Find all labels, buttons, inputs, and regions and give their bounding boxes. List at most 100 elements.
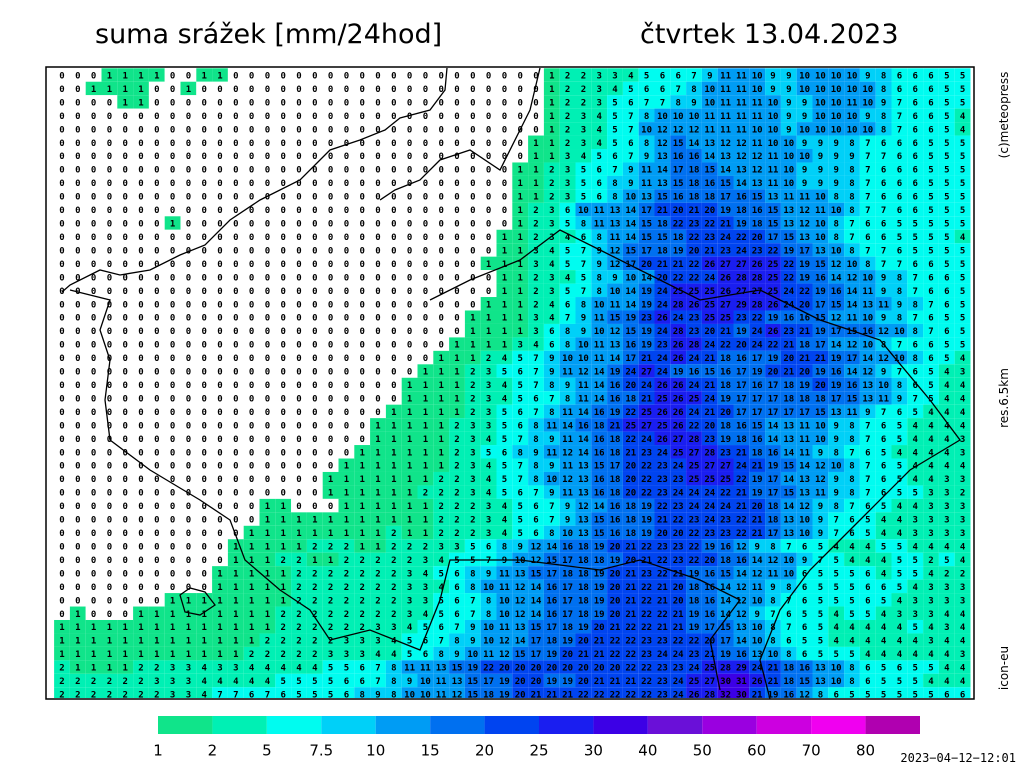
precip-value: 0 [312,475,317,485]
precip-value: 0 [359,125,364,135]
precip-cell [654,175,671,190]
precip-value: 3 [549,220,554,230]
precip-value: 9 [818,529,823,539]
precip-value: 0 [170,569,175,579]
precip-value: 0 [122,489,127,499]
precip-value: 0 [217,233,222,243]
precip-value: 0 [233,341,238,351]
precip-value: 0 [344,314,349,324]
precip-value: 2 [375,569,380,579]
precip-value: 0 [312,193,317,203]
precip-cell [828,95,845,109]
precip-value: 0 [423,98,428,108]
precip-value: 9 [849,152,854,162]
precip-value: 0 [59,569,64,579]
precip-value: 4 [944,394,950,404]
precip-value: 19 [752,475,763,485]
precip-value: 3 [423,556,428,566]
precip-value: 3 [944,516,949,526]
precip-value: 3 [960,448,965,458]
precip-value: 22 [689,556,700,566]
precip-cell [322,202,339,217]
precip-value: 22 [689,233,700,243]
precip-value: 0 [107,462,112,472]
precip-value: 0 [375,287,380,297]
precip-value: 12 [831,260,842,270]
precip-value: 7 [533,354,538,364]
precip-value: 0 [233,152,238,162]
precip-value: 17 [736,394,747,404]
precip-value: 3 [565,152,570,162]
precip-value: 25 [689,475,700,485]
precip-value: 5 [565,220,570,230]
precip-value: 1 [375,529,380,539]
precip-cell [212,189,228,203]
precip-cell [923,95,939,109]
precip-value: 11 [878,300,889,310]
precip-value: 14 [625,206,636,216]
precip-cell [638,108,655,123]
precip-value: 0 [233,448,238,458]
precip-cell [464,243,481,257]
precip-value: 0 [249,220,254,230]
precip-value: 11 [578,381,589,391]
precip-cell [243,81,260,96]
precip-value: 17 [815,300,826,310]
precip-cell [464,108,481,123]
precip-value: 8 [833,502,838,512]
precip-value: 0 [359,193,364,203]
precip-value: 0 [359,72,364,82]
precip-value: 0 [375,152,380,162]
precip-cell [654,189,671,203]
precip-cell [54,202,70,217]
precip-value: 0 [359,206,364,216]
precip-value: 0 [375,220,380,230]
precip-cell [370,216,386,230]
precip-cell [480,229,497,244]
precip-value: 12 [736,583,747,593]
precip-value: 23 [689,516,700,526]
precip-value: 2 [533,220,538,230]
precip-cell [954,175,971,190]
precip-value: 14 [831,341,842,351]
precip-value: 0 [170,112,175,122]
precip-cell [591,175,608,190]
precip-value: 0 [217,246,222,256]
precip-cell [164,216,181,230]
precip-value: 0 [517,98,522,108]
precip-value: 0 [407,220,412,230]
precip-value: 0 [249,112,254,122]
precip-cell [591,202,608,217]
precip-value: 7 [912,314,917,324]
precip-value: 0 [154,368,159,378]
precip-value: 19 [752,489,763,499]
precip-cell [196,229,213,244]
precip-value: 0 [344,354,349,364]
precip-value: 0 [328,179,333,189]
precip-value: 23 [657,475,668,485]
precip-value: 0 [249,368,254,378]
precip-cell [306,95,323,109]
precip-value: 8 [912,300,917,310]
precip-cell [354,162,371,176]
precip-cell [227,189,244,203]
precip-cell [591,229,608,244]
precip-value: 0 [186,260,191,270]
precip-value: 0 [201,206,206,216]
precip-value: 7 [533,408,538,418]
precip-value: 1 [265,529,270,539]
precip-cell [291,135,307,150]
precip-cell [622,243,639,257]
precip-value: 19 [815,287,826,297]
precip-value: 5 [944,85,949,95]
precip-value: 11 [641,166,652,176]
precip-value: 0 [312,381,317,391]
precip-value: 0 [312,314,317,324]
precip-value: 12 [831,314,842,324]
precip-cell [765,229,781,244]
precip-cell [701,216,718,230]
precip-cell [938,122,955,136]
precip-value: 1 [107,85,112,95]
precip-value: 10 [625,193,636,203]
